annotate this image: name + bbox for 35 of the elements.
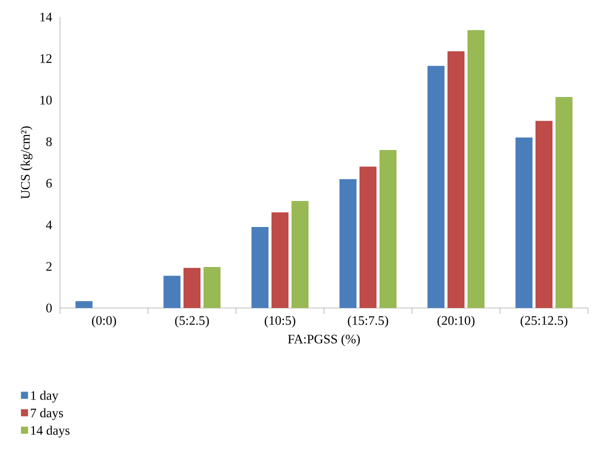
bar [184,268,200,308]
legend-label: 7 days [30,408,64,420]
y-tick-label: 12 [40,54,52,63]
y-tick-label: 6 [46,178,52,188]
bar [555,97,572,308]
x-tick-label: (15:7.5) [348,316,388,328]
bar [359,166,376,308]
bar [251,226,268,308]
y-tick-label: 8 [46,137,52,146]
legend-label: 14 days [31,426,70,438]
bar [272,212,288,308]
x-tick-label: (10:5) [264,316,296,328]
bar [515,138,532,308]
bar [380,150,396,308]
bar [292,200,308,308]
bar [447,51,464,308]
bar [427,66,444,308]
bar [467,30,484,308]
x-tick-label: (5:2.5) [175,316,209,328]
x-tick-label: (25:12.5) [520,316,568,328]
x-tick-label: (0:0) [92,316,116,328]
bar [204,267,220,308]
x-axis-title: FA:PGSS (%) [288,334,360,346]
legend-label: 1 day [31,390,58,403]
bar [164,276,180,308]
y-axis-title: UCS (kg/cm²) [20,126,32,199]
y-tick-label: 2 [46,262,52,271]
bar [535,120,552,308]
x-tick-label: (20:10) [437,316,474,328]
y-tick-label: 10 [40,96,52,105]
y-tick-label: 14 [40,12,52,22]
bar [76,301,92,308]
y-tick-label: 0 [46,304,52,312]
y-tick-label: 4 [46,220,52,230]
bar [339,179,356,308]
